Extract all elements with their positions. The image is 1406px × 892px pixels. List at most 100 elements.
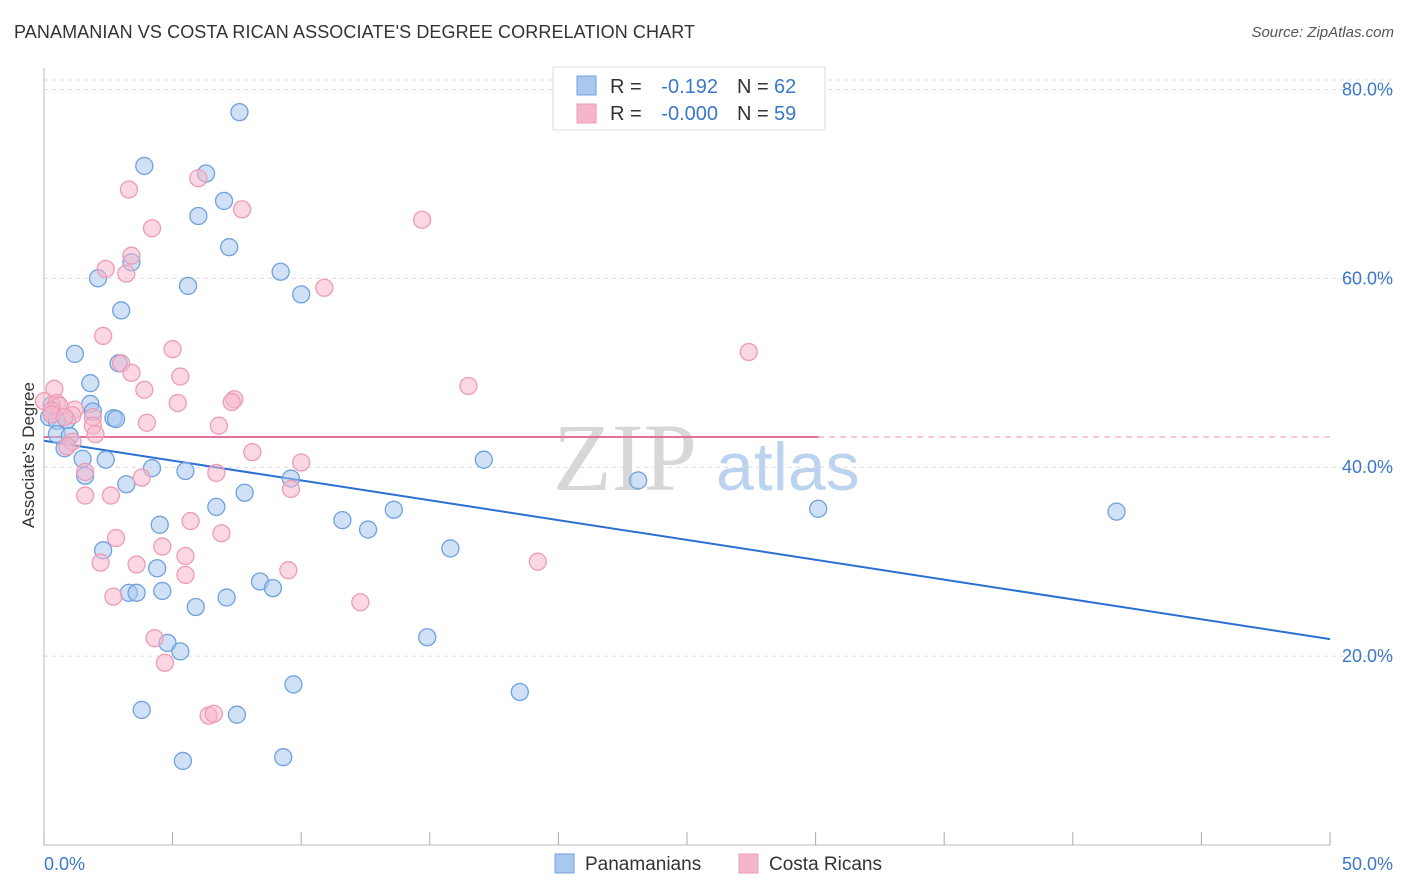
point-series-1-47: [176, 546, 195, 566]
watermark-zip: ZIP: [553, 404, 697, 511]
legend-n-value-2: 59: [774, 103, 796, 125]
legend-n-label-1: N =: [737, 76, 769, 98]
point-series-1-18: [222, 392, 241, 412]
point-series-0-9: [178, 276, 198, 296]
point-series-1-37: [76, 462, 95, 482]
point-series-0-42: [263, 578, 283, 598]
point-series-0-39: [441, 539, 460, 558]
point-series-0-31: [117, 475, 136, 494]
point-series-0-50: [418, 628, 437, 647]
tick-labels: 20.0% 40.0% 60.0% 80.0% 0.0% 50.0%: [44, 79, 1393, 874]
point-series-1-19: [168, 393, 187, 413]
point-series-0-49: [171, 642, 190, 661]
point-series-1-14: [459, 376, 478, 396]
point-series-0-60: [1107, 502, 1126, 521]
point-series-1-42: [101, 486, 121, 505]
point-series-0-34: [384, 500, 403, 519]
chart-source: Source: ZipAtlas.com: [1251, 24, 1394, 41]
point-series-0-51: [284, 675, 303, 694]
point-series-1-4: [142, 219, 162, 238]
point-series-1-0: [189, 169, 208, 188]
y-tick-label-3: 80.0%: [1342, 79, 1393, 99]
point-series-0-12: [65, 344, 85, 364]
point-series-1-1: [119, 180, 139, 199]
point-series-1-52: [176, 565, 195, 585]
watermark-atlas: atlas: [716, 429, 860, 505]
legend-r-label-1: R =: [610, 76, 642, 98]
point-series-0-55: [274, 748, 293, 767]
point-series-1-30: [209, 416, 229, 435]
point-series-1-2: [232, 200, 252, 219]
point-series-1-27: [55, 408, 74, 427]
point-series-1-58: [204, 704, 223, 723]
point-series-1-5: [122, 246, 141, 265]
point-series-0-32: [235, 483, 254, 502]
point-series-1-32: [86, 425, 105, 444]
point-series-1-8: [315, 278, 334, 297]
legend-r-value-2: -0.000: [661, 103, 718, 125]
point-series-1-35: [243, 442, 262, 462]
point-series-0-44: [127, 583, 146, 602]
legend-swatch-panamanians: [576, 75, 597, 96]
point-series-0-47: [186, 597, 205, 617]
point-series-1-55: [145, 629, 164, 648]
point-series-1-45: [181, 511, 200, 531]
point-series-0-46: [217, 588, 236, 607]
stats-legend: R = -0.192 N = 62 R = -0.000 N = 59: [552, 66, 826, 131]
chart-title: PANAMANIAN VS COSTA RICAN ASSOCIATE'S DE…: [14, 22, 696, 42]
point-series-1-56: [155, 653, 175, 672]
axes: [43, 68, 1331, 846]
point-series-1-3: [412, 210, 432, 229]
point-series-1-51: [279, 561, 298, 580]
point-series-0-53: [132, 700, 151, 720]
point-series-1-12: [122, 363, 141, 382]
point-series-0-40: [148, 559, 167, 578]
point-series-0-5: [220, 238, 239, 257]
gridlines: [44, 79, 1392, 657]
legend-r-value-1: -0.192: [661, 76, 718, 98]
point-series-0-59: [809, 499, 828, 518]
point-series-1-38: [207, 463, 226, 483]
x-tick-label-max: 50.0%: [1342, 854, 1393, 874]
point-series-0-3: [214, 191, 234, 211]
point-series-0-54: [227, 705, 247, 724]
legend-n-label-2: N =: [737, 103, 769, 125]
point-series-1-41: [76, 486, 95, 505]
point-series-1-34: [57, 437, 77, 456]
point-series-0-14: [81, 374, 100, 393]
point-series-0-4: [189, 206, 208, 226]
point-series-0-52: [510, 682, 529, 702]
series-legend-swatch-panamanians: [554, 853, 575, 874]
point-series-1-36: [292, 453, 311, 472]
point-series-0-56: [173, 751, 193, 771]
legend-r-label-2: R =: [610, 103, 642, 125]
y-tick-label-1: 40.0%: [1342, 457, 1393, 477]
point-series-0-58: [628, 471, 648, 490]
trend-line-series-0: [43, 439, 1331, 641]
point-series-1-59: [739, 342, 758, 362]
point-series-1-50: [127, 555, 146, 574]
watermark: ZIP atlas: [553, 404, 860, 511]
point-series-0-33: [207, 497, 226, 517]
point-series-1-53: [104, 587, 123, 606]
point-series-1-43: [212, 524, 231, 543]
point-series-0-37: [358, 520, 378, 539]
point-series-0-57: [474, 450, 493, 469]
point-series-1-9: [94, 326, 113, 346]
y-tick-label-0: 20.0%: [1342, 646, 1393, 666]
y-axis-label: Associate's Degree: [19, 382, 38, 528]
point-series-1-13: [171, 367, 190, 386]
point-series-0-36: [150, 515, 169, 534]
series-legend: Panamanians Costa Ricans: [554, 853, 882, 875]
point-series-0-18: [106, 409, 126, 429]
point-series-1-10: [163, 340, 182, 359]
x-tick-label-min: 0.0%: [44, 854, 85, 874]
point-series-1-29: [137, 413, 157, 432]
series-legend-swatch-costa-ricans: [738, 853, 759, 874]
series-legend-label-panamanians: Panamanians: [585, 854, 701, 875]
point-series-1-49: [91, 553, 110, 572]
legend-swatch-costa-ricans: [576, 103, 597, 124]
point-series-0-1: [135, 156, 154, 176]
data-points: [34, 102, 1126, 771]
point-series-0-11: [112, 301, 131, 320]
